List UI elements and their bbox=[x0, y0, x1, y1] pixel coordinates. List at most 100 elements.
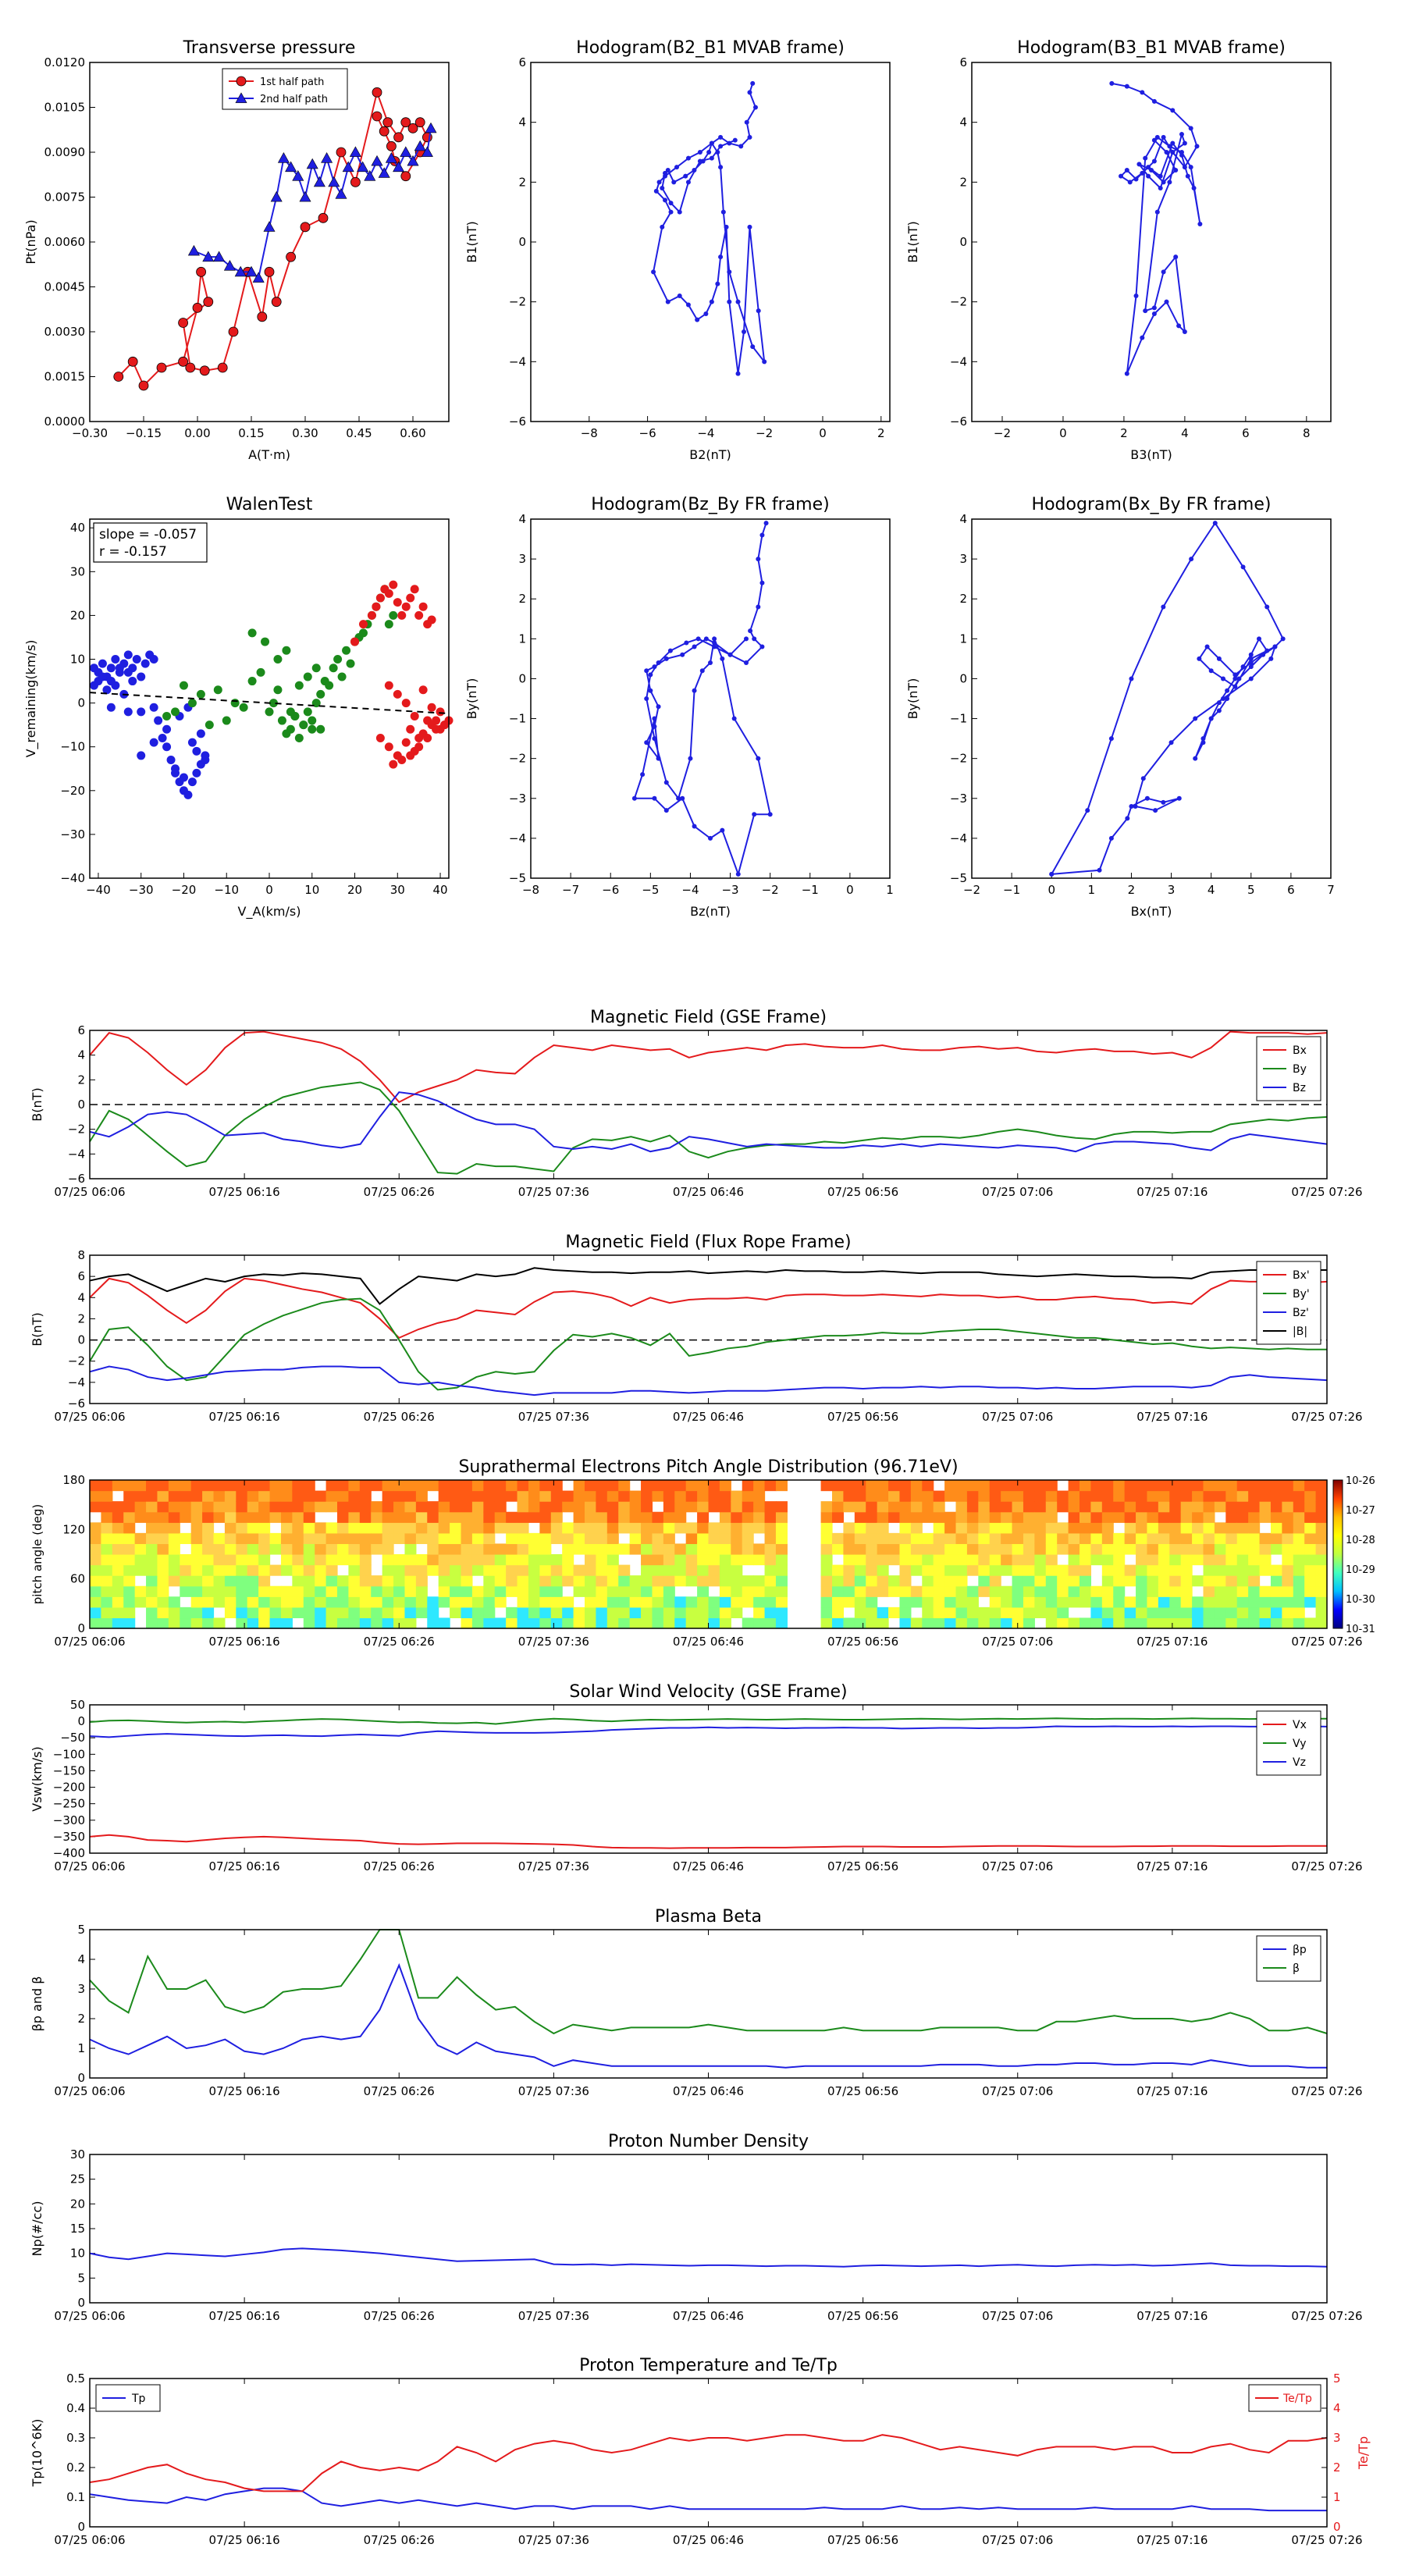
y-tick-label: 5 bbox=[77, 1923, 85, 1937]
heatmap-cell bbox=[1282, 1511, 1294, 1523]
y-tick-label: 20 bbox=[70, 608, 85, 622]
heatmap-cell bbox=[955, 1575, 968, 1587]
heatmap-cell bbox=[731, 1606, 743, 1619]
heatmap-cell bbox=[303, 1501, 315, 1513]
heatmap-cell bbox=[944, 1585, 957, 1597]
heatmap-cell bbox=[157, 1511, 169, 1523]
heatmap-cell bbox=[213, 1532, 226, 1545]
data-point bbox=[683, 173, 688, 179]
x-axis-label: B3(nT) bbox=[1130, 447, 1172, 462]
series-line bbox=[89, 1725, 1328, 1738]
data-point bbox=[718, 254, 724, 260]
heatmap-cell bbox=[585, 1554, 597, 1566]
heatmap-cell bbox=[1136, 1511, 1148, 1523]
heatmap-cell bbox=[606, 1532, 619, 1545]
data-point bbox=[389, 760, 398, 769]
heatmap-cell bbox=[292, 1490, 304, 1502]
heatmap-cell bbox=[168, 1606, 180, 1619]
heatmap-cell bbox=[269, 1606, 282, 1619]
data-point bbox=[223, 260, 236, 271]
heatmap-cell bbox=[1068, 1617, 1080, 1629]
heatmap-cell bbox=[348, 1554, 361, 1566]
heatmap-cell bbox=[1248, 1532, 1261, 1545]
y-tick-label: 30 bbox=[70, 2147, 85, 2161]
heatmap-cell bbox=[1080, 1522, 1092, 1534]
heatmap-cell bbox=[596, 1532, 608, 1545]
y-tick-label-right: 4 bbox=[1333, 2401, 1341, 2415]
heatmap-cell bbox=[202, 1617, 215, 1629]
heatmap-cell bbox=[190, 1596, 203, 1608]
heatmap-cell bbox=[685, 1522, 698, 1534]
heatmap-cell bbox=[1113, 1564, 1126, 1576]
heatmap-cell bbox=[966, 1606, 979, 1619]
heatmap-cell bbox=[685, 1543, 698, 1555]
data-point bbox=[715, 281, 720, 286]
heatmap-cell bbox=[315, 1522, 327, 1534]
heatmap-cell bbox=[236, 1522, 248, 1534]
data-point bbox=[256, 667, 265, 677]
heatmap-cell bbox=[922, 1575, 934, 1587]
data-point bbox=[1151, 158, 1157, 164]
heatmap-cell bbox=[629, 1585, 642, 1597]
heatmap-cell bbox=[573, 1543, 585, 1555]
heatmap-cell bbox=[685, 1606, 698, 1619]
heatmap-cell bbox=[641, 1532, 653, 1545]
heatmap-cell bbox=[471, 1596, 484, 1608]
heatmap-cell bbox=[944, 1596, 957, 1608]
heatmap-cell bbox=[888, 1490, 901, 1502]
heatmap-cell bbox=[90, 1617, 102, 1629]
heatmap-cell bbox=[1282, 1585, 1294, 1597]
heatmap-cell bbox=[539, 1501, 552, 1513]
y-tick-label: 4 bbox=[518, 116, 526, 130]
data-point bbox=[137, 672, 146, 681]
heatmap-cell bbox=[471, 1617, 484, 1629]
heatmap-cell bbox=[899, 1596, 912, 1608]
heatmap-cell bbox=[461, 1564, 473, 1576]
data-point bbox=[393, 132, 404, 143]
colorbar-tick-label: 10-27 bbox=[1346, 1505, 1375, 1517]
data-point bbox=[192, 302, 203, 313]
heatmap-cell bbox=[382, 1480, 394, 1492]
heatmap-cell bbox=[415, 1554, 428, 1566]
heatmap-cell bbox=[1304, 1511, 1317, 1523]
data-point bbox=[1208, 716, 1214, 721]
heatmap-cell bbox=[618, 1522, 631, 1534]
heatmap-cell bbox=[719, 1606, 731, 1619]
data-point bbox=[140, 659, 150, 668]
data-point bbox=[1144, 795, 1150, 801]
heatmap-cell bbox=[652, 1522, 664, 1534]
heatmap-cell bbox=[371, 1575, 383, 1587]
heatmap-cell bbox=[292, 1511, 304, 1523]
heatmap-cell bbox=[1270, 1543, 1282, 1555]
heatmap-cell bbox=[719, 1501, 731, 1513]
x-tick-label: 07/25 06:46 bbox=[673, 2533, 744, 2547]
data-point bbox=[423, 716, 432, 725]
heatmap-cell bbox=[450, 1532, 462, 1545]
data-point bbox=[375, 593, 385, 603]
heatmap-cell bbox=[1023, 1554, 1035, 1566]
heatmap-cell bbox=[550, 1490, 563, 1502]
heatmap-cell bbox=[719, 1490, 731, 1502]
data-point bbox=[720, 827, 725, 833]
data-point bbox=[247, 628, 257, 638]
heatmap-cell bbox=[1147, 1522, 1159, 1534]
heatmap-cell bbox=[1113, 1511, 1126, 1523]
data-point bbox=[350, 637, 360, 646]
heatmap-cell bbox=[539, 1575, 552, 1587]
heatmap-cell bbox=[719, 1532, 731, 1545]
heatmap-cell bbox=[180, 1575, 192, 1587]
heatmap-cell bbox=[427, 1554, 439, 1566]
heatmap-cell bbox=[1214, 1543, 1226, 1555]
heatmap-cell bbox=[404, 1511, 417, 1523]
heatmap-cell bbox=[1225, 1617, 1238, 1629]
x-tick-label: 07/25 07:26 bbox=[1291, 1635, 1362, 1649]
legend-box bbox=[1256, 1261, 1321, 1345]
heatmap-cell bbox=[337, 1490, 350, 1502]
heatmap-cell bbox=[1124, 1501, 1136, 1513]
heatmap-cell bbox=[292, 1554, 304, 1566]
heatmap-cell bbox=[854, 1575, 866, 1587]
heatmap-cell bbox=[101, 1511, 113, 1523]
heatmap-cell bbox=[1147, 1564, 1159, 1576]
heatmap-cell bbox=[674, 1501, 687, 1513]
heatmap-cell bbox=[1203, 1606, 1215, 1619]
